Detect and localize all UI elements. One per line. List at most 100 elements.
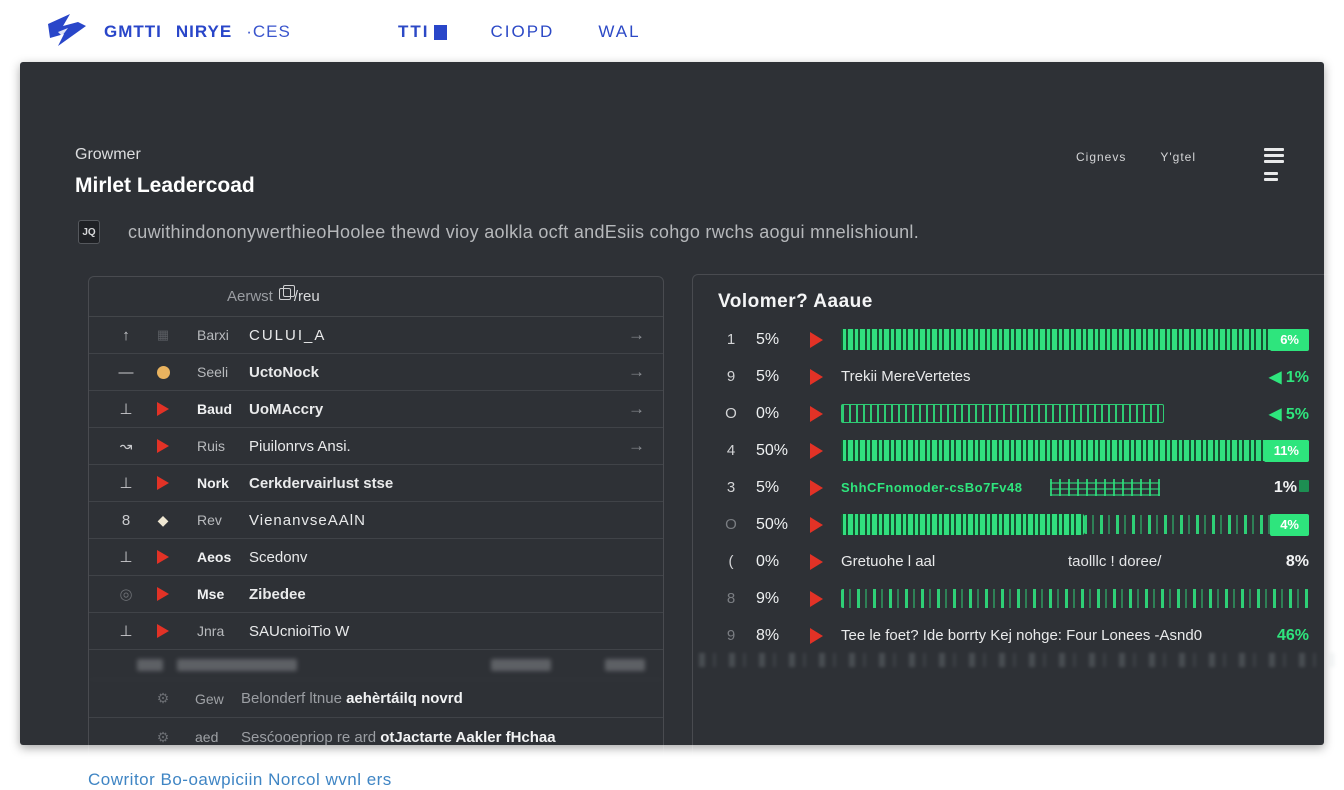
target-icon: ◎ [119,586,133,603]
row-icon-wrap [149,402,177,416]
gear-icon: ⚙ [156,728,170,745]
list-item-label: Seeli [197,364,229,380]
list-item[interactable]: ⊥ Aeos Scedonv [89,539,663,576]
volume-row: 8 9% [693,580,1343,617]
list-item-title: Cerkdervairlust stse [249,474,394,492]
page-title: Mirlet Leadercoad [75,174,255,197]
footer-item-text: Belonderf ltnue aehèrtáilq novrd [241,690,463,707]
brand-word-0[interactable]: GMTTI [104,22,162,41]
row-index: 9 [726,368,736,385]
list-footer-item[interactable]: ⚙ aed Sesćooepriop re ard otJactarte Aakle… [89,718,663,756]
arrow-right-icon[interactable]: → [628,436,645,455]
list-item[interactable]: ◎ Mse Zibedee [89,576,663,613]
nav-item-ciopd[interactable]: CIOPD [490,22,555,41]
play-button[interactable] [810,331,823,348]
list-item[interactable]: 8 ◆ Rev VienanvseAAlN [89,502,663,539]
list-item[interactable]: ⊥ Nork Cerkdervairlust stse [89,465,663,502]
play-icon [157,587,169,601]
list-item[interactable]: ↑ ▦ Barxi CULUI_A → [89,317,663,354]
list-header-label: Aerwst [227,288,273,305]
play-icon [157,624,169,638]
bar-segment [841,404,1164,423]
list-footer-item[interactable]: ⚙ Gew Belonderf ltnue aehèrtáilq novrd [89,680,663,718]
volume-row: (0% Gretuohe l aal taolllc ! doree/8% [693,543,1343,580]
grid-icon: ▦ [156,327,170,342]
row-icon-wrap: ⚙ [149,690,177,707]
row-percent: 5% [756,478,780,496]
volume-row: 9 8% Tee le foet? Ide borrty Kej nohge: Fo… [693,617,1343,654]
arrow-right-icon[interactable]: → [628,399,645,418]
list-item[interactable]: ↝ Ruis Piuilonrvs Ansi. → [89,428,663,465]
row-icon-wrap [149,439,177,453]
row-index: 4 [726,442,736,459]
badge-icon: JQ [78,220,100,244]
list-item-label: Nork [197,475,229,491]
bar-area: 4% [841,513,1309,537]
play-icon [157,550,169,564]
curve-arrow-icon: ↝ [119,438,133,455]
row-text: Trekii MereVertetes [841,368,971,385]
nav-square-icon [433,24,447,40]
nav-item-tti[interactable]: TTI [398,22,447,42]
footer-item-label: aed [195,729,219,745]
brand-word-1[interactable]: NIRYE [175,22,233,41]
row-index: 3 [726,479,736,496]
arrow-right-icon[interactable]: → [628,325,645,344]
play-button[interactable] [810,627,823,644]
play-icon [157,439,169,453]
up-tack-icon: ⊥ [119,401,133,418]
list-item[interactable]: ⊥ Baud UoMAccry → [89,391,663,428]
volume-row: 1 5% 6% [693,321,1343,358]
play-button[interactable] [810,442,823,459]
list-header: Aerwst /reu [89,277,663,317]
row-text: Tee le foet? Ide borrty Kej nohge: Four … [841,627,1203,644]
list-item-label: Aeos [197,549,232,565]
play-button[interactable] [810,368,823,385]
play-button[interactable] [810,405,823,422]
row-green-text: ShhCFnomoder-csBo7Fv48 [841,480,1023,495]
footer-item-text: Sesćooepriop re ard otJactarte Aakler fH… [241,728,556,746]
nav-item-wal[interactable]: WAL [598,22,641,41]
menu-icon[interactable] [1264,148,1284,184]
bar-segment [841,440,1309,461]
brand-logo-icon[interactable] [44,12,96,52]
action-link-2[interactable]: Y'gtel [1160,150,1196,164]
row-index: ( [728,553,734,570]
action-link-1[interactable]: Cignevs [1075,150,1127,164]
list-item[interactable]: ⊥ Jnra SAUcnioiTio W [89,613,663,650]
list-item[interactable]: — Seeli UctoNock → [89,354,663,391]
row-end-value: ◀ 5% [1269,405,1309,423]
row-percent: 9% [756,589,780,607]
volume-row: 3 5% ShhCFnomoder-csBo7Fv48 1% [693,469,1343,506]
brand-word-2[interactable]: ·CES [246,22,291,41]
list-panel: Aerwst /reu ↑ ▦ Barxi CULUI_A → — Seeli UctoNoc… [88,276,664,760]
arrow-right-icon[interactable]: → [628,362,645,381]
row-icon-wrap: ⚙ [149,729,177,746]
bar-value-chip: 6% [1270,328,1309,351]
row-icon-wrap [149,550,177,564]
list-header-suffix: /reu [293,288,320,305]
play-button[interactable] [810,516,823,533]
volume-row: 9 5% Trekii MereVertetes ◀ 1% [693,358,1343,395]
dash-icon: — [118,363,134,381]
play-button[interactable] [810,479,823,496]
volume-row: O 50% 4% [693,506,1343,543]
play-button[interactable] [810,553,823,570]
bar-value-chip: 11% [1263,439,1309,462]
description-row: JQ cuwithindononywerthieoHoolee thewd vi… [78,220,919,244]
play-button[interactable] [810,590,823,607]
footer-link[interactable]: Cowritor Bo-oawpiciin Norcol wvnl ers [88,770,392,789]
bar-area: ◀ 5% [841,402,1309,426]
brand-wordmark: GMTTI NIRYE ·CES [104,22,291,42]
row-index: 1 [726,331,736,348]
main-panel: Growmer Mirlet Leadercoad Cignevs Y'gtel… [20,62,1344,789]
row-text-2: taolllc ! doree/ [1068,553,1162,570]
row-end-value: 46% [1276,626,1309,644]
list-item-title: Scedonv [249,548,308,566]
play-icon [157,476,169,490]
bar-segment [841,514,1085,535]
bar-value-chip: 4% [1270,513,1309,536]
bar-area [841,587,1309,611]
row-icon-wrap [149,365,177,379]
volume-title: Volomer? Aaaue [718,291,873,312]
